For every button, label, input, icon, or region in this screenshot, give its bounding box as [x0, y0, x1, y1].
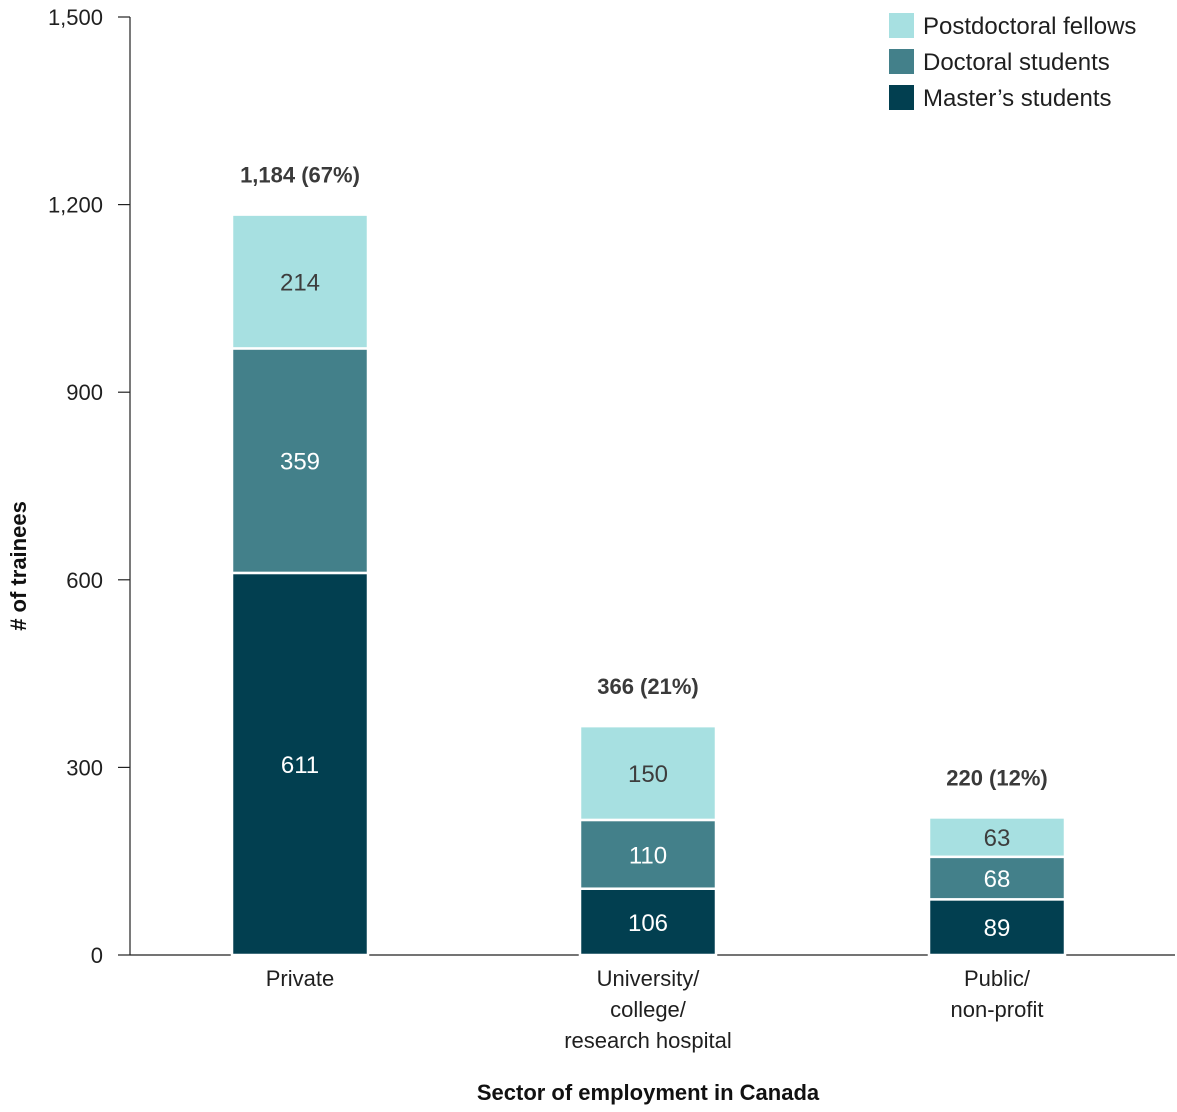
legend-label: Master’s students: [923, 85, 1112, 112]
y-tick-label: 600: [66, 568, 103, 593]
bar-total-label: 1,184 (67%): [240, 163, 360, 188]
x-category-label: Private: [266, 966, 334, 991]
x-category-label-line: research hospital: [564, 1028, 732, 1053]
x-category-label-line: college/: [610, 997, 687, 1022]
bar-segment: [230, 571, 370, 957]
x-category-label: University/college/research hospital: [564, 966, 732, 1053]
x-category-label-line: University/: [597, 966, 701, 991]
legend-swatch: [889, 85, 914, 110]
y-axis-title-group: # of trainees: [6, 501, 31, 631]
legend-label: Postdoctoral fellows: [923, 13, 1136, 40]
bar-value-label: 359: [280, 449, 320, 476]
y-tick-label: 1,200: [48, 193, 103, 218]
y-axis-title: # of trainees: [6, 501, 31, 631]
y-tick-label: 1,500: [48, 5, 103, 30]
bar-value-label: 611: [281, 752, 319, 779]
bar-value-label: 89: [984, 915, 1011, 942]
bar-total-label: 220 (12%): [946, 765, 1048, 790]
x-category-label-line: Public/: [964, 966, 1031, 991]
legend-swatch: [889, 49, 914, 74]
legend-swatch: [889, 13, 914, 38]
bar-value-label: 106: [628, 910, 668, 937]
x-category-label-line: non-profit: [951, 997, 1044, 1022]
legend-label: Doctoral students: [923, 49, 1110, 76]
bar-value-label: 63: [984, 825, 1011, 852]
bar-segment: [578, 818, 718, 890]
bar-value-label: 214: [280, 270, 320, 297]
x-category-label-line: Private: [266, 966, 334, 991]
bar-segment: [927, 855, 1067, 901]
y-tick-label: 0: [91, 943, 103, 968]
bar-segment: [578, 724, 718, 822]
bar-value-label: 110: [629, 842, 667, 869]
bar-segment: [230, 213, 370, 350]
bar-segment: [927, 816, 1067, 859]
y-tick-label: 300: [66, 755, 103, 780]
bar-total-label: 366 (21%): [597, 674, 699, 699]
bar-segment: [230, 347, 370, 575]
x-category-label: Public/non-profit: [951, 966, 1044, 1022]
bar-value-label: 150: [628, 761, 668, 788]
bar-value-label: 68: [984, 866, 1011, 893]
x-axis-title: Sector of employment in Canada: [477, 1080, 820, 1105]
y-tick-label: 900: [66, 380, 103, 405]
